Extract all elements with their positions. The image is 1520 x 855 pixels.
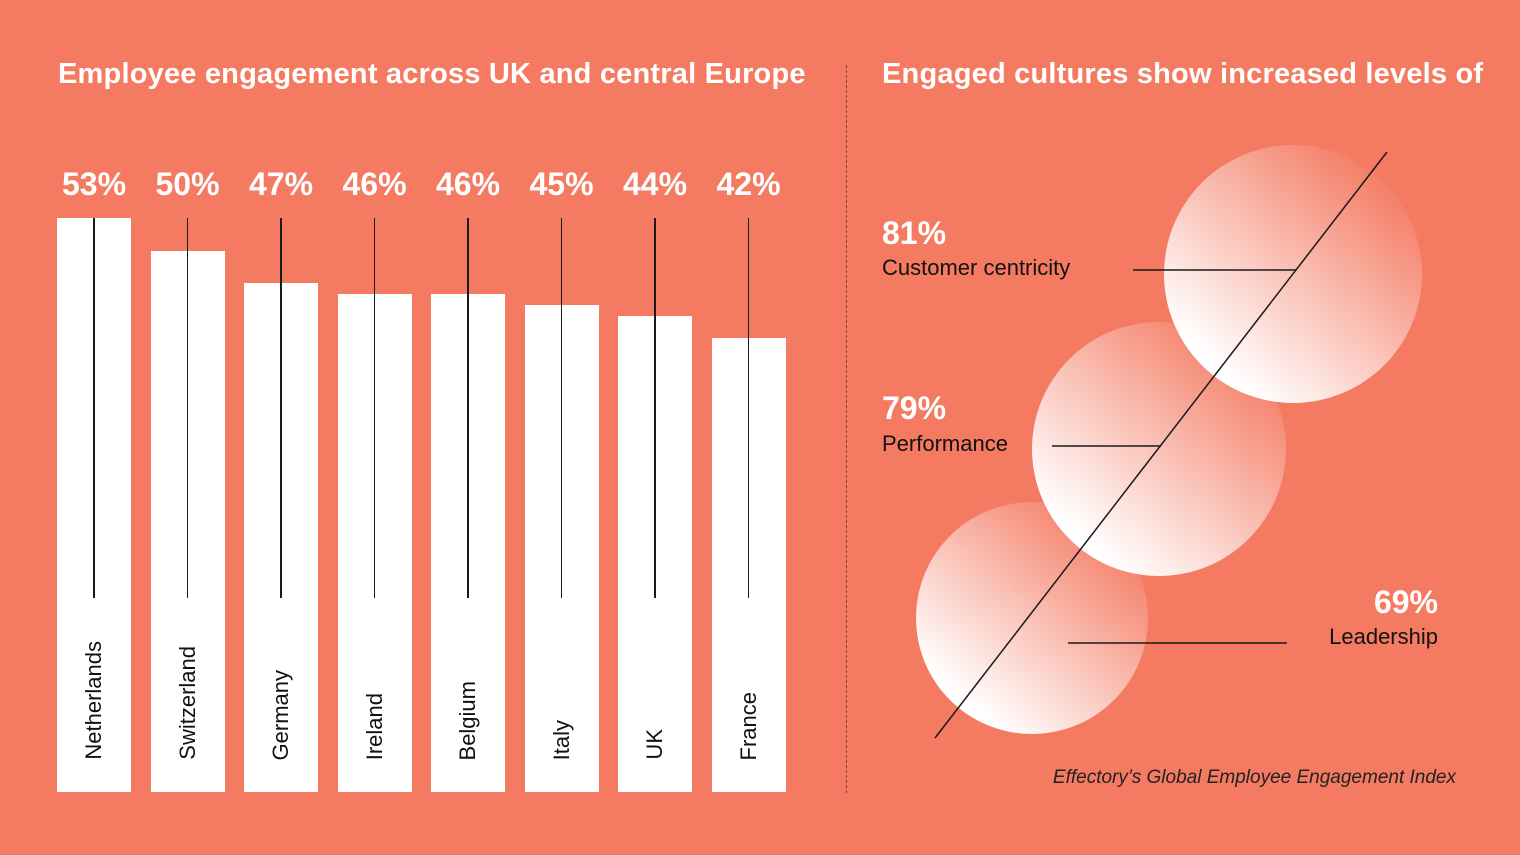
bar-leader-line [654,218,656,598]
bar-leader-line [560,218,562,598]
metric-label: Leadership [1329,624,1438,649]
metric-label: Performance [882,431,1008,456]
metric-label: Customer centricity [882,255,1071,280]
bar-leader-line [373,218,375,598]
divider [846,65,847,793]
metric-circle-leadership [916,502,1148,734]
metric-value: 79% [882,390,947,426]
bar-value-label: 46% [342,166,407,202]
bar-value-label: 45% [529,166,594,202]
bar-value-label: 50% [155,166,220,202]
source-note: Effectory’s Global Employee Engagement I… [1052,767,1456,788]
metric-value: 81% [882,215,947,251]
metric-circle-performance [1032,322,1286,576]
metrics-chart-title: Engaged cultures show increased levels o… [882,58,1484,90]
bar-leader-line [280,218,282,598]
bar-value-label: 47% [248,166,314,202]
bar-value-label: 44% [622,166,688,202]
bar-leader-line [747,218,749,598]
diagonal-line [934,151,1388,739]
bar-leader-line [186,218,188,598]
connectors-group [1052,269,1296,644]
bar-value-label: 46% [435,166,501,202]
bar-leader-line [93,218,95,598]
bar-chart-title: Employee engagement across UK and centra… [58,58,806,90]
metric-value: 69% [1373,584,1438,620]
bar-value-label: 42% [716,166,781,202]
bar-value-label: 53% [61,166,127,202]
bar-leader-line [467,218,469,598]
